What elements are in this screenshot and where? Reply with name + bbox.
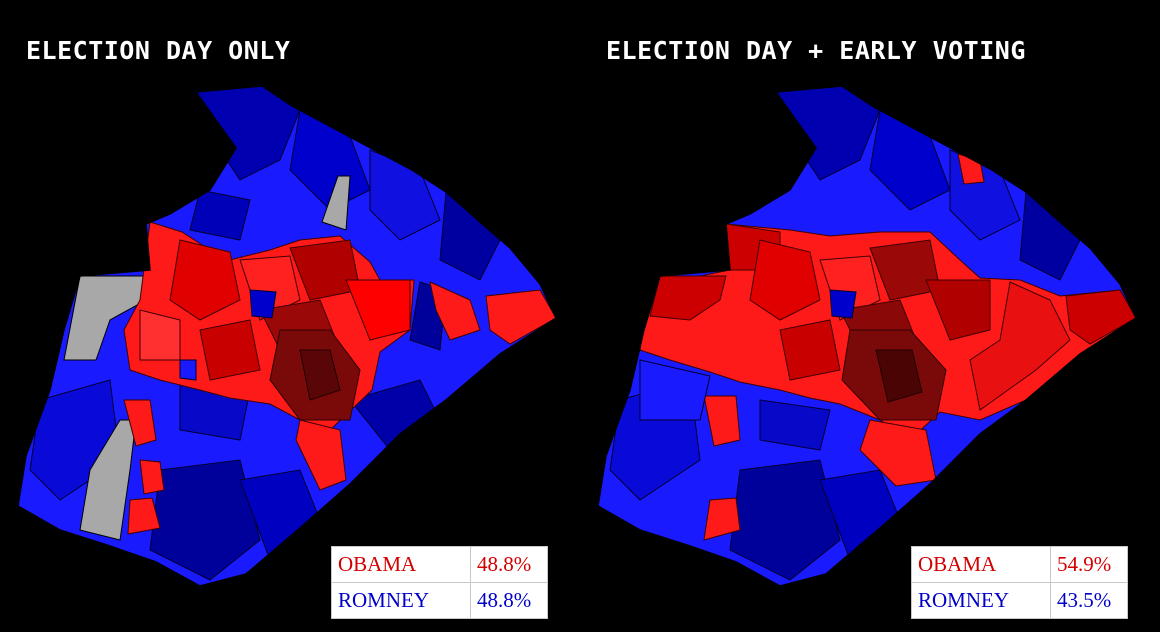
map-panel-election-day: ELECTION DAY ONLY OBAMA 48.8% ROMNEY 48.… (17, 36, 557, 619)
precinct-layer (598, 86, 1136, 586)
candidate-percent: 43.5% (1050, 582, 1128, 619)
results-row-obama: OBAMA 48.8% (331, 546, 548, 583)
results-table: OBAMA 54.9% ROMNEY 43.5% (911, 546, 1128, 619)
candidate-name: ROMNEY (911, 582, 1051, 619)
map-title: ELECTION DAY ONLY (26, 36, 291, 65)
precinct-map-early-voting (597, 85, 1137, 587)
candidate-percent: 48.8% (470, 546, 548, 583)
candidate-percent: 54.9% (1050, 546, 1128, 583)
results-table: OBAMA 48.8% ROMNEY 48.8% (331, 546, 548, 619)
candidate-name: ROMNEY (331, 582, 471, 619)
map-title: ELECTION DAY + EARLY VOTING (606, 36, 1026, 65)
map-panel-election-day-early-voting: ELECTION DAY + EARLY VOTING OBAMA 54.9% … (580, 0, 1160, 632)
candidate-percent: 48.8% (470, 582, 548, 619)
results-row-obama: OBAMA 54.9% (911, 546, 1128, 583)
results-row-romney: ROMNEY 43.5% (911, 582, 1128, 619)
candidate-name: OBAMA (331, 546, 471, 583)
candidate-name: OBAMA (911, 546, 1051, 583)
results-row-romney: ROMNEY 48.8% (331, 582, 548, 619)
precinct-layer (18, 86, 556, 586)
precinct-map-election-day (17, 85, 557, 587)
